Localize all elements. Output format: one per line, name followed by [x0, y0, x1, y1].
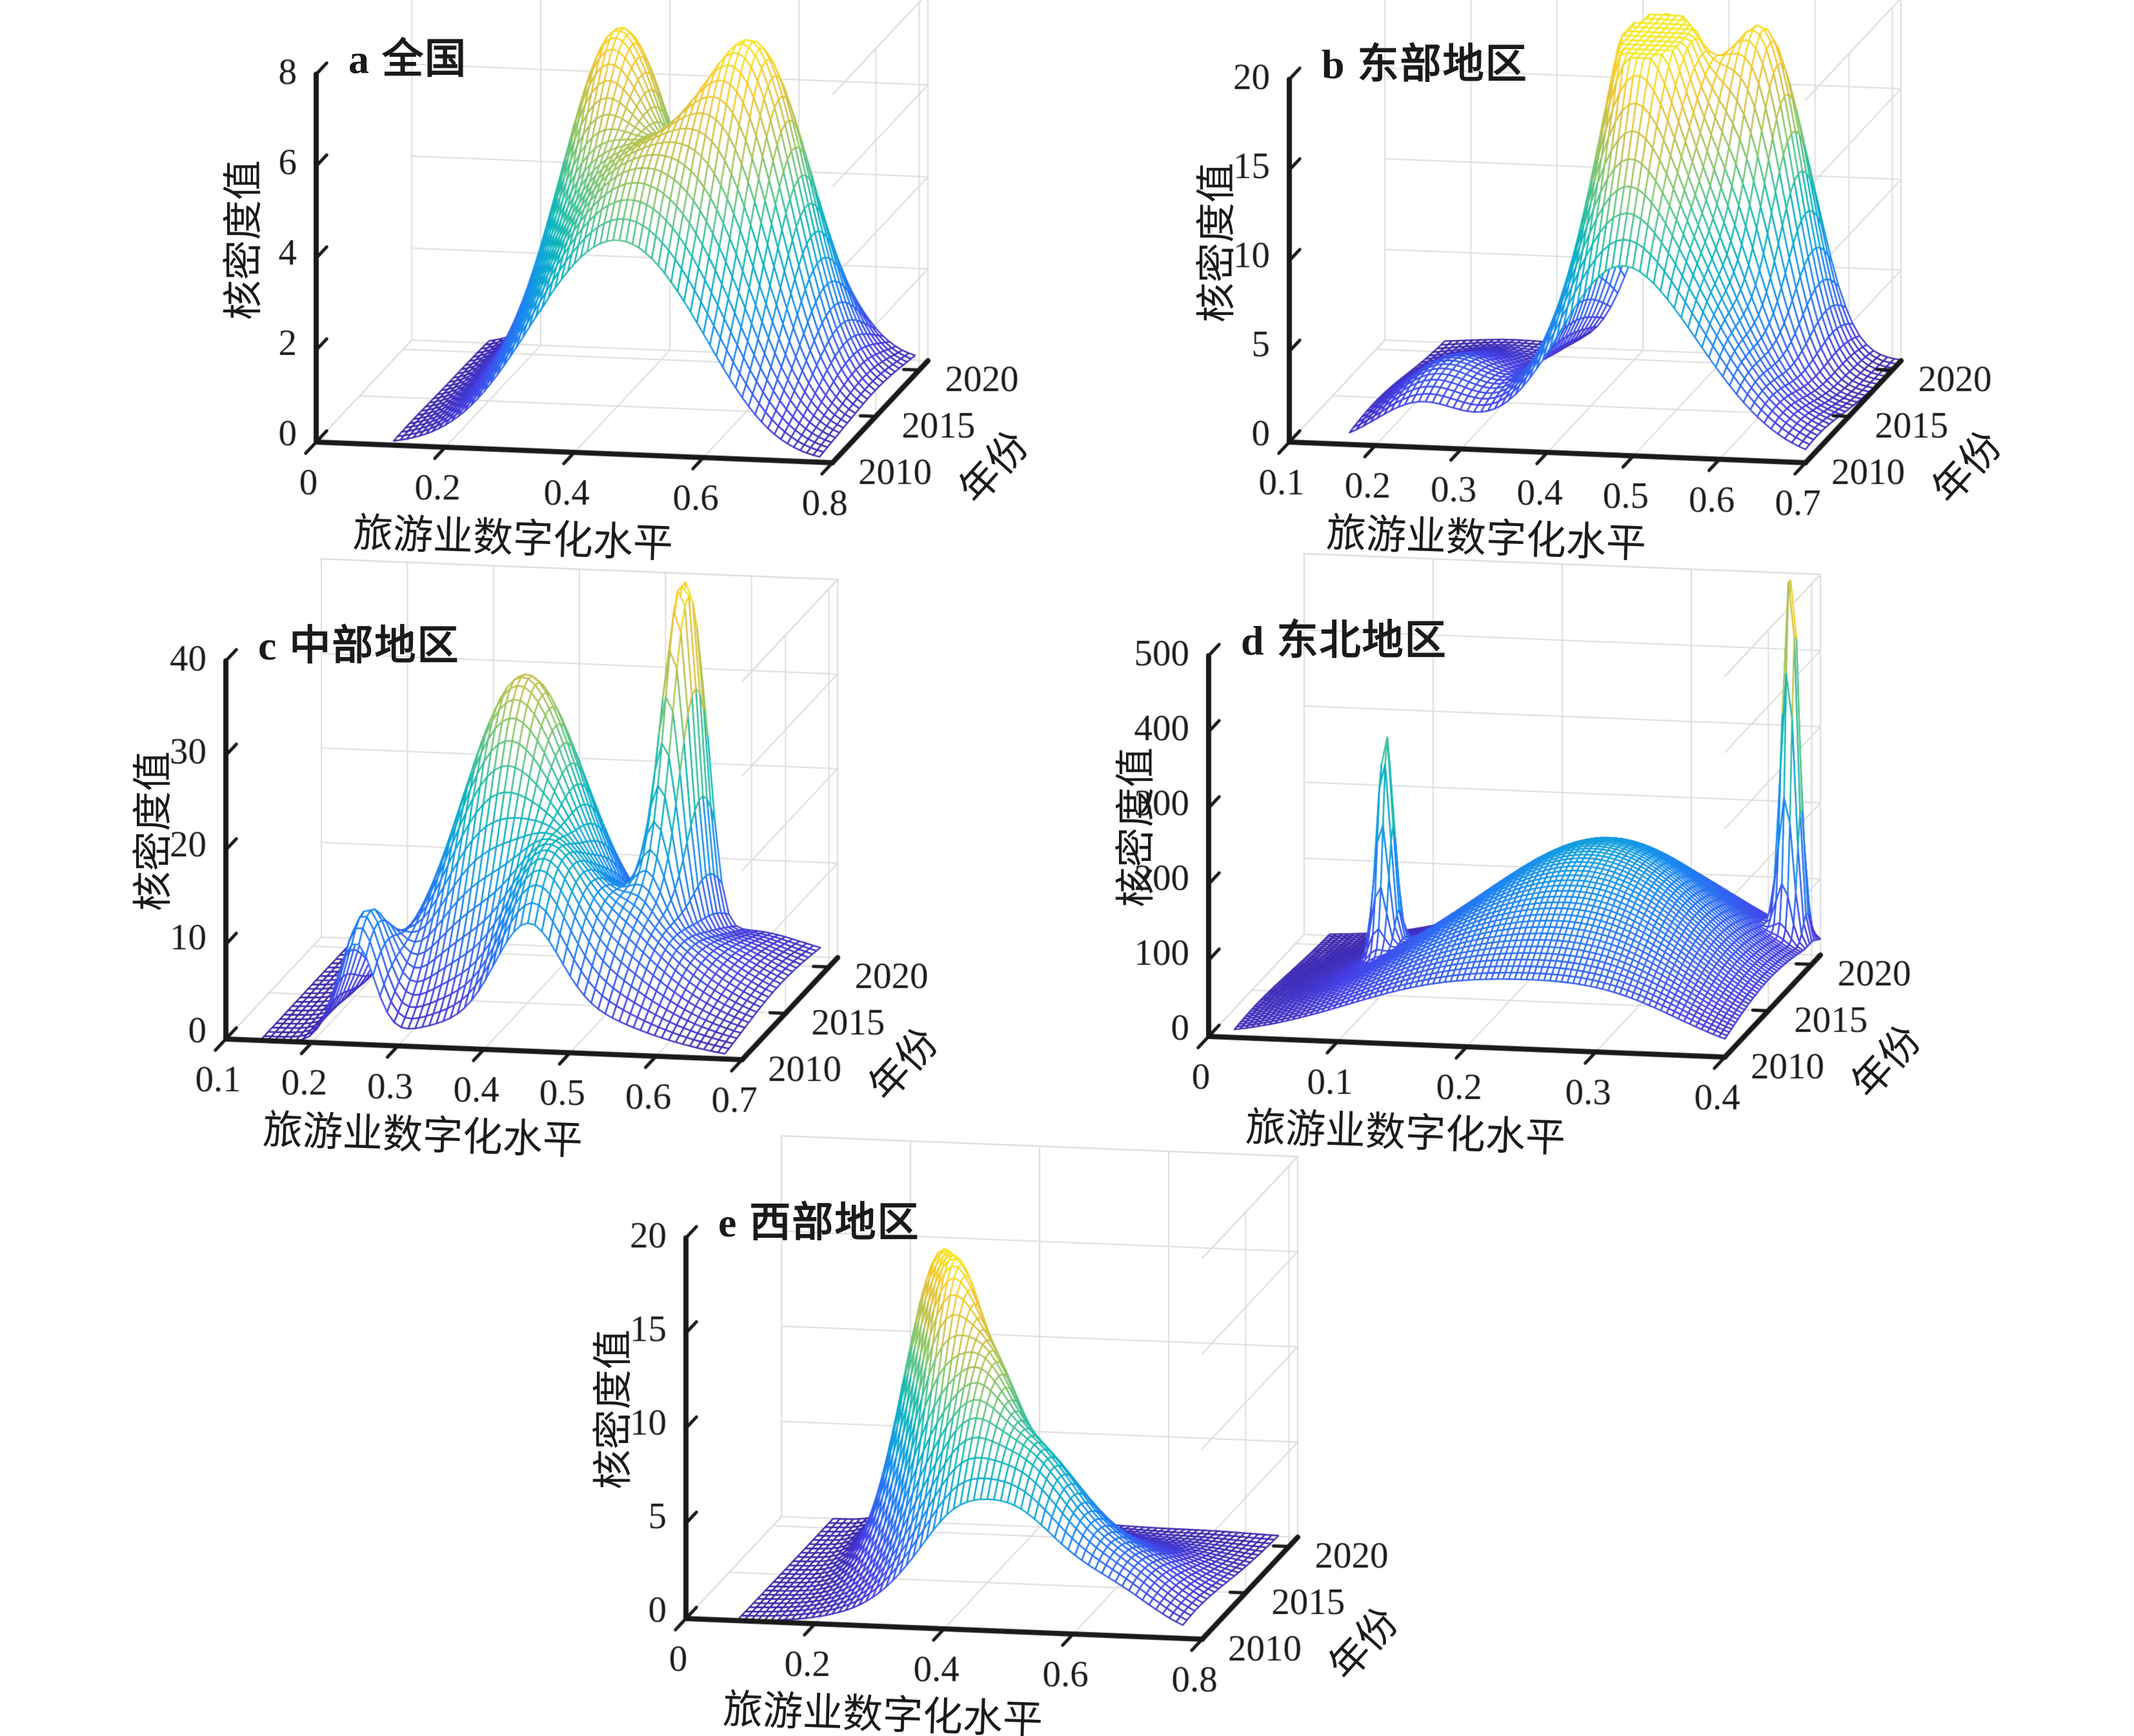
plot-d-title: d 东北地区: [1241, 618, 1447, 663]
plot-e-zlabel: 核密度值: [592, 1329, 636, 1489]
plot-e-xlabel: 旅游业数字化水平: [721, 1688, 1044, 1736]
plot-b-title: b 东部地区: [1322, 41, 1528, 87]
plot-a-zlabel: 核密度值: [222, 159, 266, 320]
plot-a-xlabel: 旅游业数字化水平: [352, 511, 674, 567]
plot-d-xlabel: 旅游业数字化水平: [1244, 1105, 1567, 1161]
plot-b-xlabel: 旅游业数字化水平: [1325, 511, 1647, 567]
plot-e-title: e 西部地区: [718, 1200, 920, 1246]
plot-c-title: c 中部地区: [258, 623, 460, 669]
plot-d-zlabel: 核密度值: [1114, 747, 1158, 907]
plot-c-zlabel: 核密度值: [132, 751, 176, 911]
plot-a-title: a 全国: [348, 36, 467, 82]
plot-b-zlabel: 核密度值: [1195, 162, 1239, 323]
plot-c-xlabel: 旅游业数字化水平: [261, 1108, 584, 1164]
